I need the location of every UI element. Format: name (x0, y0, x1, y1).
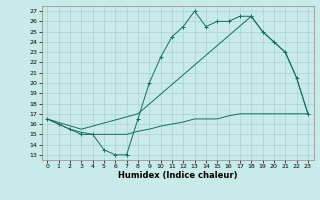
X-axis label: Humidex (Indice chaleur): Humidex (Indice chaleur) (118, 171, 237, 180)
